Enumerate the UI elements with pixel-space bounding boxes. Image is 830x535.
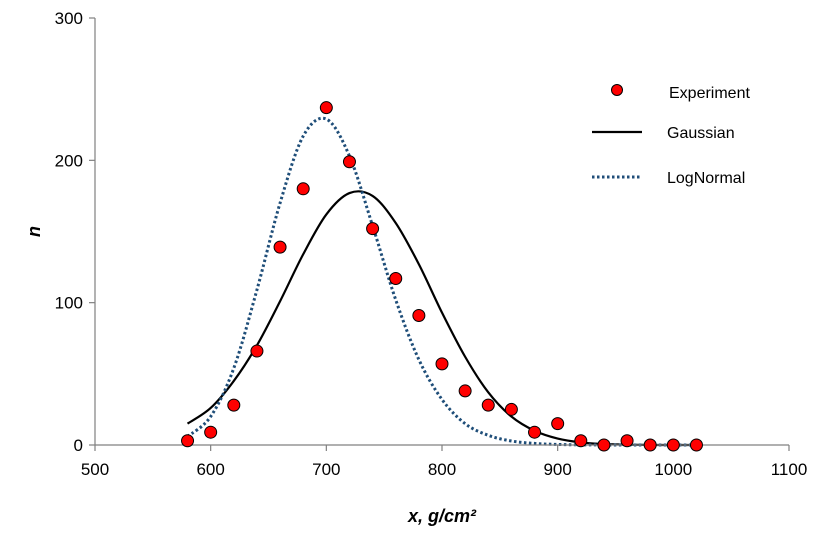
x-tick-label: 500 — [81, 460, 109, 479]
x-tick-label: 1000 — [654, 460, 692, 479]
x-tick-label: 800 — [428, 460, 456, 479]
data-point-experiment — [504, 402, 518, 416]
legend-label-experiment: Experiment — [669, 85, 750, 102]
data-point-experiment — [689, 438, 703, 452]
data-point-experiment — [296, 182, 310, 196]
lines-layer — [186, 116, 697, 447]
data-point-experiment — [181, 434, 195, 448]
x-tick-label: 900 — [543, 460, 571, 479]
data-point-experiment — [574, 434, 588, 448]
data-point-experiment — [250, 344, 264, 358]
data-point-experiment — [551, 417, 565, 431]
ticks-layer: 500 600 700 800 900 1000 1100 0 100 200 300 — [55, 9, 808, 479]
data-point-experiment — [412, 308, 426, 322]
data-point-experiment — [435, 357, 449, 371]
data-point-experiment — [620, 434, 634, 448]
data-point-experiment — [389, 271, 403, 285]
data-point-experiment — [528, 425, 542, 439]
y-tick-label: 0 — [74, 436, 83, 455]
legend: Experiment Gaussian LogNormal — [592, 84, 750, 187]
x-tick-label: 700 — [312, 460, 340, 479]
data-point-experiment — [666, 438, 680, 452]
x-axis-title: x, g/cm² — [407, 506, 477, 526]
data-point-experiment — [342, 155, 356, 169]
legend-label-lognormal: LogNormal — [667, 170, 745, 187]
data-point-experiment — [273, 240, 287, 254]
y-axis-title: n — [24, 226, 44, 237]
points-layer — [181, 101, 703, 452]
x-tick-label: 600 — [196, 460, 224, 479]
x-tick-label: 1100 — [771, 460, 808, 479]
data-point-experiment — [204, 425, 218, 439]
legend-label-gaussian: Gaussian — [667, 125, 735, 142]
data-point-experiment — [481, 398, 495, 412]
series-line-lognormal — [186, 116, 697, 447]
y-tick-label: 100 — [55, 294, 83, 313]
data-point-experiment — [319, 101, 333, 115]
data-point-experiment — [458, 384, 472, 398]
y-tick-label: 200 — [55, 151, 83, 170]
data-point-experiment — [597, 438, 611, 452]
data-point-experiment — [227, 398, 241, 412]
legend-marker-experiment — [611, 84, 623, 96]
y-tick-label: 300 — [55, 9, 83, 28]
data-point-experiment — [366, 222, 380, 236]
data-point-experiment — [643, 438, 657, 452]
